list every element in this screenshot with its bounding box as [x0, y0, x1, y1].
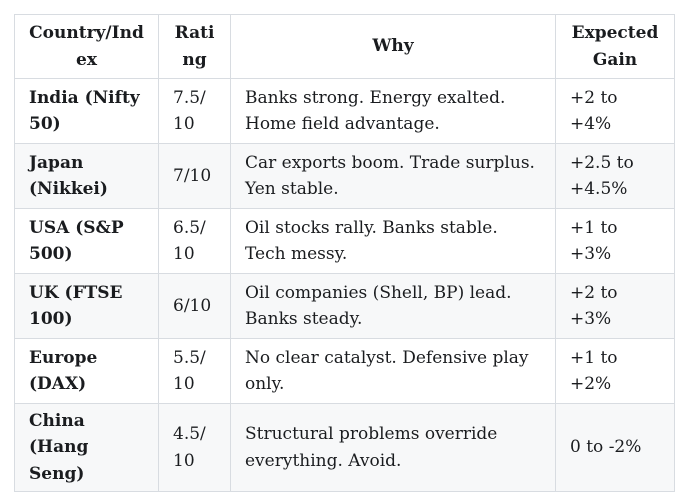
- table-row-japan: Japan (Nikkei) 7/10 Car exports boom. Tr…: [14, 143, 675, 209]
- column-header-country-index: Country/Index: [14, 14, 159, 79]
- table-header: Country/Index Rating Why Expected Gain: [14, 14, 675, 79]
- cell-why: Car exports boom. Trade surplus. Yen sta…: [230, 143, 556, 209]
- table-row-europe: Europe (DAX) 5.5/10 No clear catalyst. D…: [14, 338, 675, 404]
- cell-rating: 5.5/10: [158, 338, 231, 404]
- table-row-usa: USA (S&P 500) 6.5/10 Oil stocks rally. B…: [14, 208, 675, 274]
- cell-expected-gain: +2 to +4%: [555, 78, 675, 144]
- cell-why: Banks strong. Energy exalted. Home field…: [230, 78, 556, 144]
- cell-country: UK (FTSE 100): [14, 273, 159, 339]
- cell-expected-gain: +2 to +3%: [555, 273, 675, 339]
- cell-why: Structural problems override everything.…: [230, 402, 556, 492]
- cell-rating: 6.5/10: [158, 208, 231, 274]
- cell-country: Japan (Nikkei): [14, 143, 159, 209]
- cell-why: No clear catalyst. Defensive play only.: [230, 338, 556, 404]
- column-header-why: Why: [230, 14, 556, 79]
- table-row-india: India (Nifty 50) 7.5/10 Banks strong. En…: [14, 78, 675, 144]
- cell-country: Europe (DAX): [14, 338, 159, 404]
- cell-expected-gain: +1 to +3%: [555, 208, 675, 274]
- market-outlook-table: Country/Index Rating Why Expected Gain I…: [14, 14, 675, 492]
- cell-country: USA (S&P 500): [14, 208, 159, 274]
- cell-rating: 7/10: [158, 143, 231, 209]
- cell-why: Oil companies (Shell, BP) lead. Banks st…: [230, 273, 556, 339]
- column-header-rating: Rating: [158, 14, 231, 79]
- column-header-expected-gain: Expected Gain: [555, 14, 675, 79]
- cell-rating: 6/10: [158, 273, 231, 339]
- cell-why: Oil stocks rally. Banks stable. Tech mes…: [230, 208, 556, 274]
- header-row: Country/Index Rating Why Expected Gain: [14, 14, 675, 79]
- cell-rating: 7.5/10: [158, 78, 231, 144]
- table-row-china: China (Hang Seng) 4.5/10 Structural prob…: [14, 402, 675, 492]
- table-body: India (Nifty 50) 7.5/10 Banks strong. En…: [14, 78, 675, 492]
- cell-country: China (Hang Seng): [14, 402, 159, 492]
- table-row-uk: UK (FTSE 100) 6/10 Oil companies (Shell,…: [14, 273, 675, 339]
- cell-expected-gain: +2.5 to +4.5%: [555, 143, 675, 209]
- cell-rating: 4.5/10: [158, 402, 231, 492]
- cell-expected-gain: +1 to +2%: [555, 338, 675, 404]
- cell-expected-gain: 0 to -2%: [555, 402, 675, 492]
- cell-country: India (Nifty 50): [14, 78, 159, 144]
